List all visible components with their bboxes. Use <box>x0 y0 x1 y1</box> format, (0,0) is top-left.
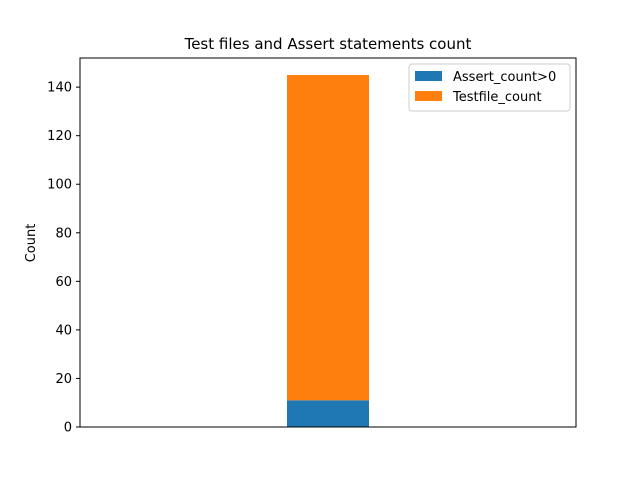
legend-label: Assert_count>0 <box>453 70 556 85</box>
y-tick-label: 120 <box>47 129 72 144</box>
y-tick-label: 60 <box>55 275 72 290</box>
legend: Assert_count>0 Testfile_count <box>408 63 571 112</box>
y-tick-label: 0 <box>64 421 72 436</box>
legend-frame <box>408 63 571 112</box>
chart-title: Test files and Assert statements count <box>184 35 472 53</box>
bar-assert-count-0 <box>287 400 369 427</box>
bar-testfile-count <box>287 74 369 401</box>
y-tick-label: 100 <box>47 178 72 193</box>
legend-label: Testfile_count <box>452 90 542 105</box>
y-tick-label: 40 <box>55 323 72 338</box>
y-axis-label: Count <box>24 224 39 263</box>
y-tick-label: 80 <box>55 226 72 241</box>
bars-group <box>287 74 369 427</box>
legend-swatch <box>415 91 442 101</box>
y-tick-label: 140 <box>47 81 72 96</box>
legend-swatch <box>415 71 442 81</box>
y-tick-label: 20 <box>55 372 72 387</box>
y-axis-ticks: 0 20 40 60 80 100 120 140 <box>47 81 80 436</box>
plot-area-frame <box>79 57 577 428</box>
